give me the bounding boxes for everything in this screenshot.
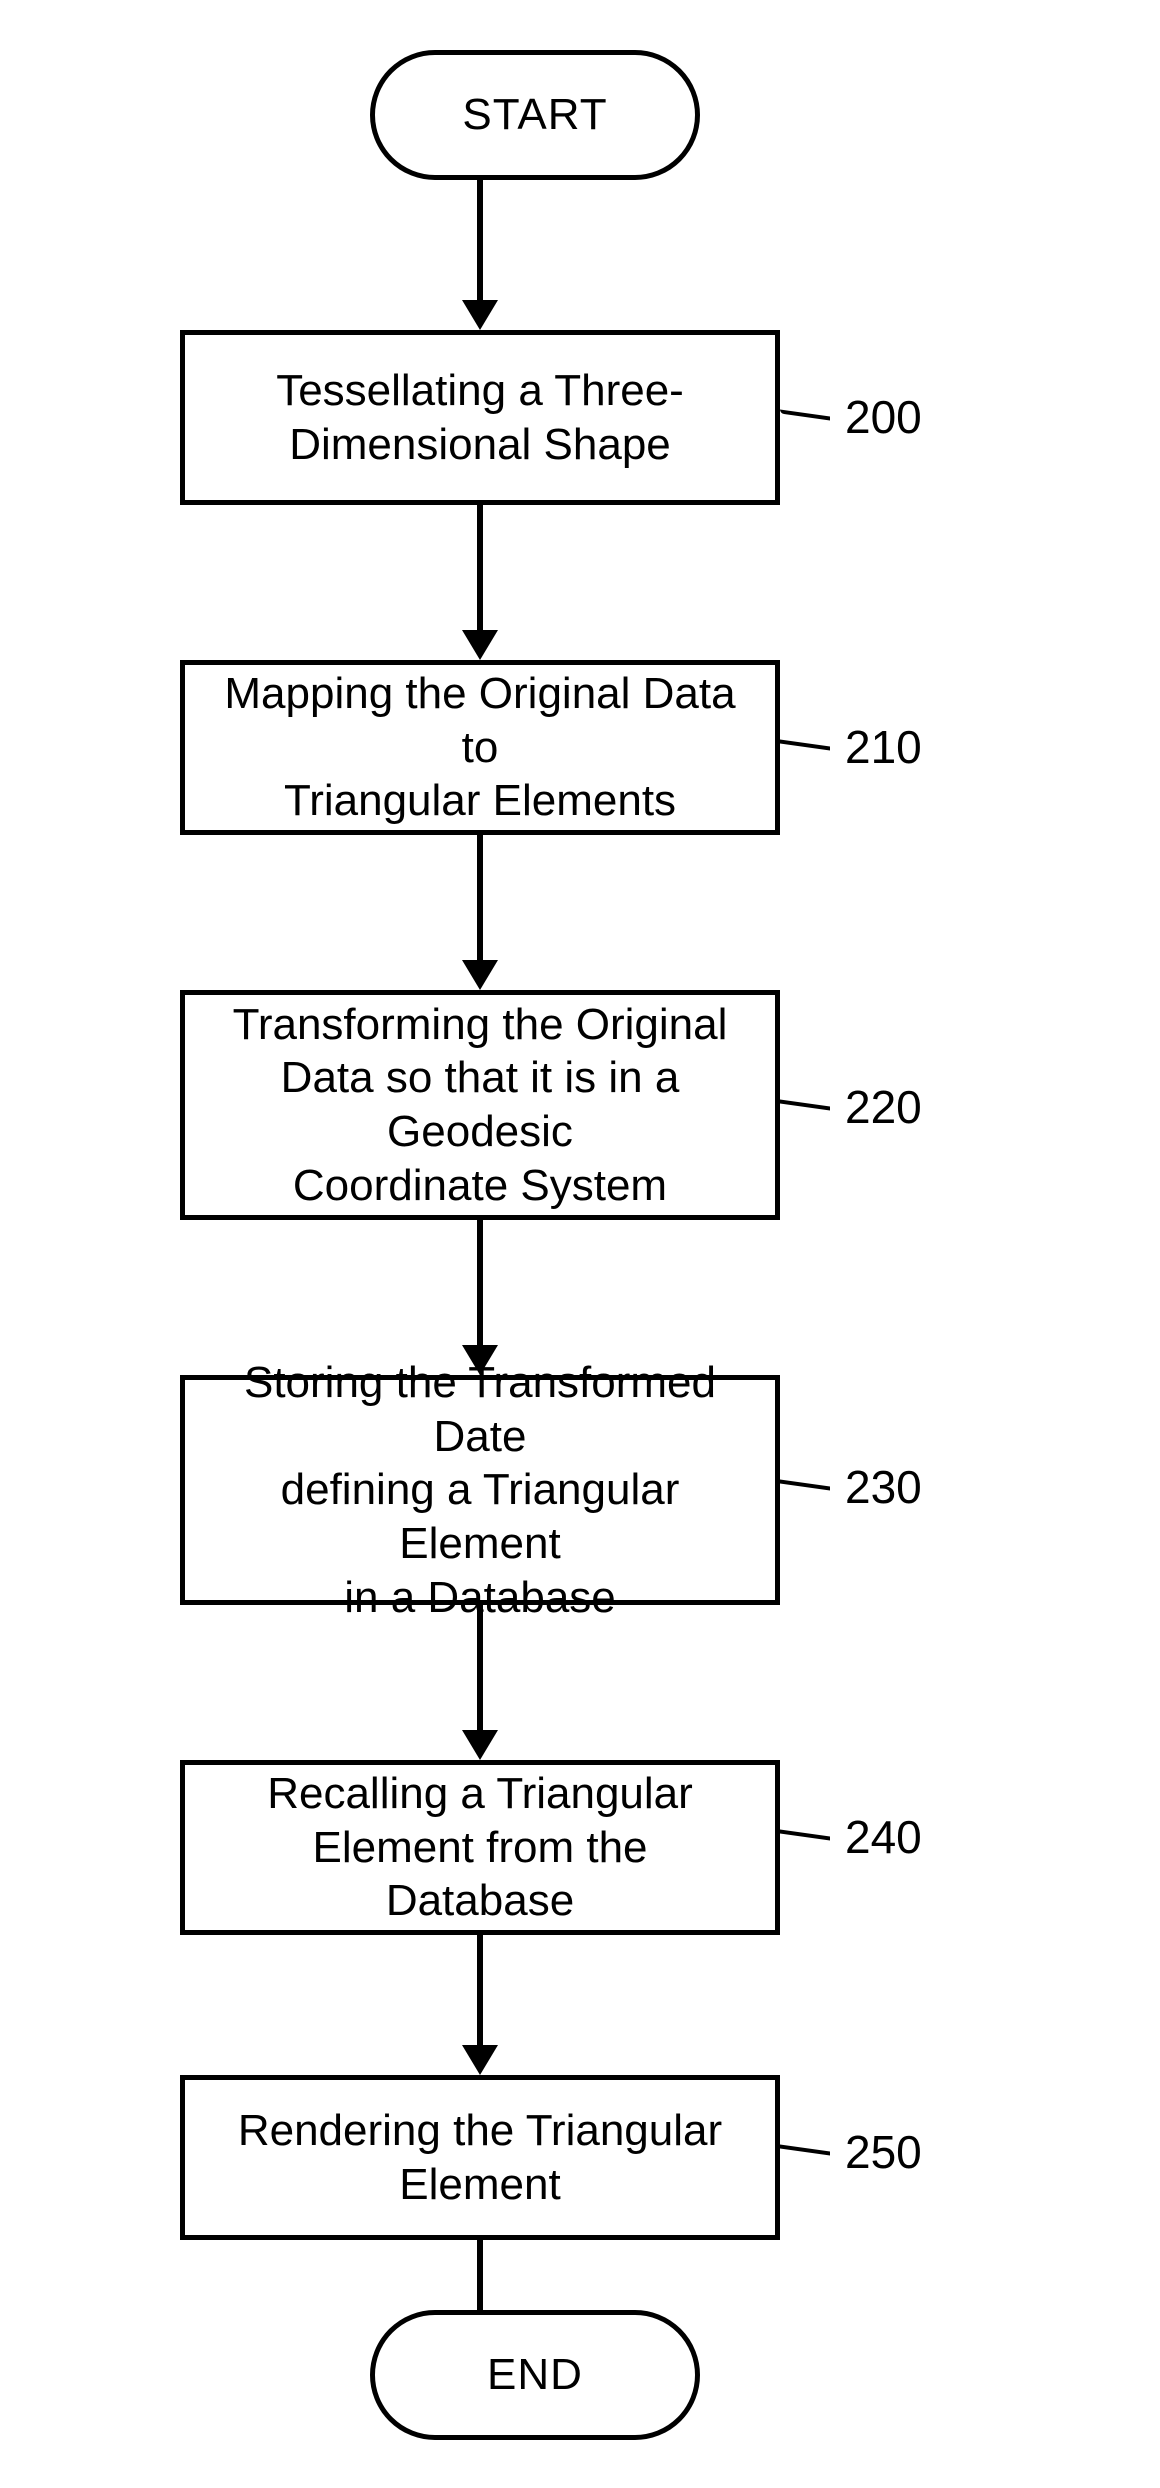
label-tick bbox=[780, 1479, 830, 1490]
step-label-240: 240 bbox=[845, 1810, 922, 1864]
process-220: Transforming the OriginalData so that it… bbox=[180, 990, 780, 1220]
arrow-head-icon bbox=[462, 2045, 498, 2075]
end-label: END bbox=[487, 2350, 583, 2400]
process-text: Recalling a TriangularElement from the D… bbox=[215, 1767, 745, 1928]
label-tick bbox=[780, 2144, 830, 2155]
process-text: Storing the Transformed Datedefining a T… bbox=[215, 1356, 745, 1624]
process-200: Tessellating a Three-Dimensional Shape bbox=[180, 330, 780, 505]
start-label: START bbox=[462, 90, 607, 140]
arrow bbox=[477, 1605, 483, 1730]
step-label-210: 210 bbox=[845, 720, 922, 774]
arrow-head-icon bbox=[462, 300, 498, 330]
arrow-head-icon bbox=[462, 1730, 498, 1760]
label-tick bbox=[780, 739, 830, 750]
process-210: Mapping the Original Data toTriangular E… bbox=[180, 660, 780, 835]
arrow bbox=[477, 1935, 483, 2045]
step-label-250: 250 bbox=[845, 2125, 922, 2179]
start-terminal: START bbox=[370, 50, 700, 180]
label-tick bbox=[780, 1099, 830, 1110]
arrow bbox=[477, 1220, 483, 1345]
arrow bbox=[477, 180, 483, 300]
arrow bbox=[477, 505, 483, 630]
flowchart-canvas: START Tessellating a Three-Dimensional S… bbox=[0, 0, 1160, 2488]
step-label-220: 220 bbox=[845, 1080, 922, 1134]
arrow bbox=[477, 835, 483, 960]
process-text: Mapping the Original Data toTriangular E… bbox=[215, 667, 745, 828]
arrow-head-icon bbox=[462, 960, 498, 990]
end-terminal: END bbox=[370, 2310, 700, 2440]
process-text: Rendering the TriangularElement bbox=[238, 2104, 722, 2211]
process-text: Transforming the OriginalData so that it… bbox=[215, 998, 745, 1213]
process-text: Tessellating a Three-Dimensional Shape bbox=[276, 364, 684, 471]
label-tick bbox=[780, 1829, 830, 1840]
process-250: Rendering the TriangularElement bbox=[180, 2075, 780, 2240]
label-tick bbox=[780, 409, 830, 420]
process-230: Storing the Transformed Datedefining a T… bbox=[180, 1375, 780, 1605]
step-label-200: 200 bbox=[845, 390, 922, 444]
arrow-head-icon bbox=[462, 630, 498, 660]
step-label-230: 230 bbox=[845, 1460, 922, 1514]
process-240: Recalling a TriangularElement from the D… bbox=[180, 1760, 780, 1935]
